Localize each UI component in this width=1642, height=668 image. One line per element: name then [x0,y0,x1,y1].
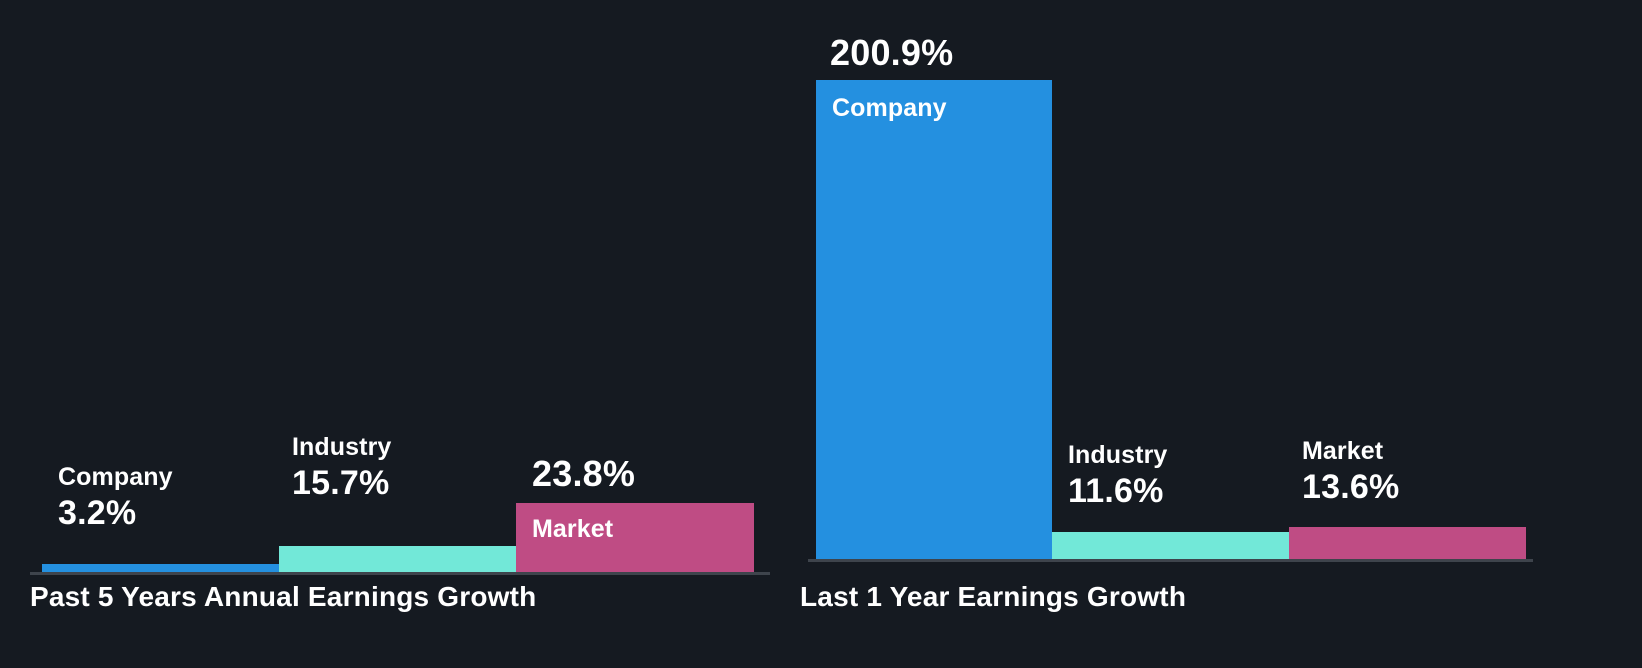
plot-area-right: Company 200.9% Industry 11.6% Market 13.… [800,0,1642,559]
label-industry-left: Industry 15.7% [292,432,391,504]
label-industry-right-value: 11.6% [1068,472,1164,510]
label-industry-right-name: Industry [1068,441,1168,469]
label-industry-left-value: 15.7% [292,464,390,502]
bar-market-left[interactable]: Market [516,503,754,572]
label-industry-left-name: Industry [292,433,392,461]
axis-line-right [808,559,1533,562]
label-company-right-value-wrap: 200.9% [830,31,953,75]
label-market-right-name: Market [1302,437,1384,465]
axis-line-left [30,572,770,575]
chart-title-left: Past 5 Years Annual Earnings Growth [30,581,537,612]
chart-past-5-years: Company 3.2% Industry 15.7% Market 23.8%… [0,0,800,668]
bar-company-left[interactable] [42,564,279,572]
label-industry-right: Industry 11.6% [1068,440,1167,512]
label-company-left-value: 3.2% [58,494,137,532]
bar-company-right[interactable]: Company [816,80,1052,559]
label-market-left-name: Market [532,515,614,543]
chart-title-right: Last 1 Year Earnings Growth [800,581,1187,612]
label-market-left-value-wrap: 23.8% [532,452,635,496]
bar-market-right[interactable] [1289,527,1526,559]
label-company-left-name: Company [58,463,173,491]
label-company-left: Company 3.2% [58,462,173,534]
label-market-left-value: 23.8% [532,453,636,494]
bar-industry-left[interactable] [279,546,516,572]
plot-area-left: Company 3.2% Industry 15.7% Market 23.8% [0,0,800,572]
label-market-right-value: 13.6% [1302,468,1400,506]
chart-last-1-year: Company 200.9% Industry 11.6% Market 13.… [800,0,1642,668]
label-company-right-value: 200.9% [830,32,954,73]
bar-industry-right[interactable] [1052,532,1289,559]
label-company-right-name: Company [832,94,947,122]
label-market-right: Market 13.6% [1302,436,1399,508]
